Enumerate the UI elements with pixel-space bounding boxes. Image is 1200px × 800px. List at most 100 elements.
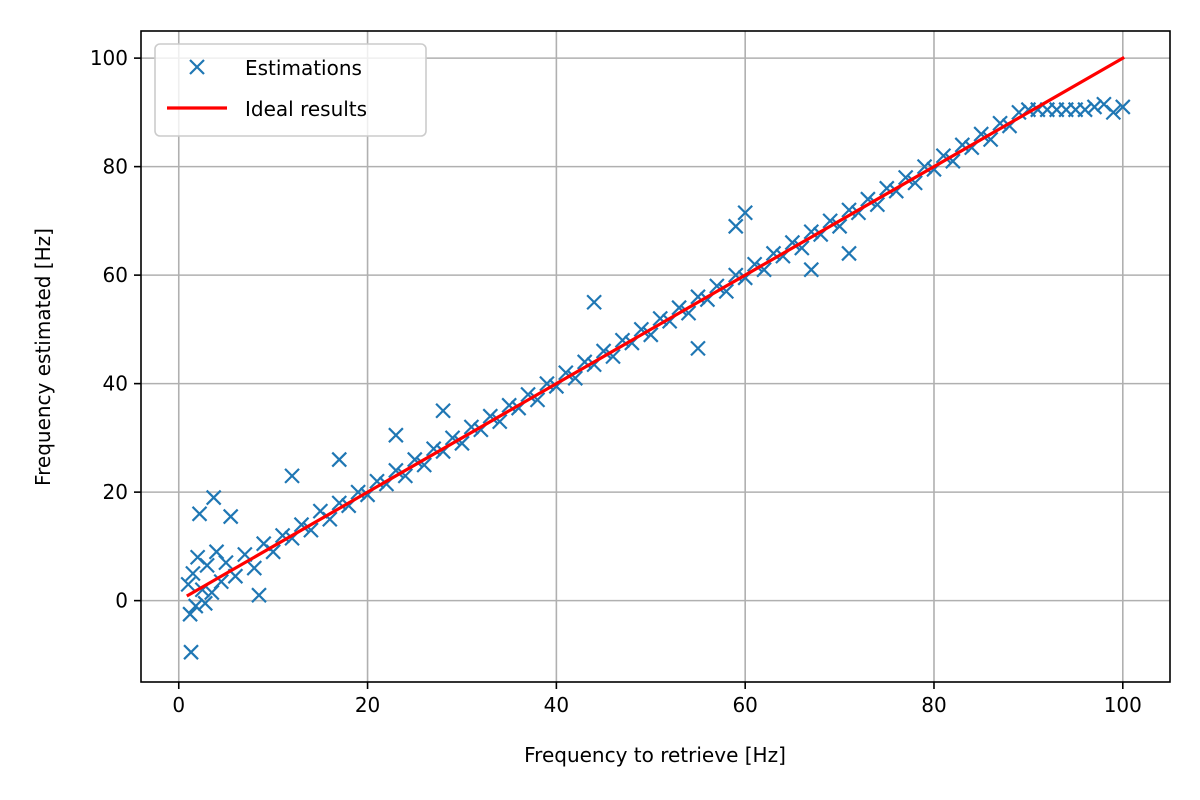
estimation-point bbox=[482, 408, 499, 424]
estimation-point bbox=[331, 451, 348, 468]
estimation-point bbox=[501, 397, 517, 414]
estimation-point bbox=[690, 340, 706, 357]
legend-label-estimations: Estimations bbox=[245, 56, 362, 80]
x-tick-label: 60 bbox=[732, 693, 757, 717]
y-tick-label: 20 bbox=[103, 480, 128, 504]
estimation-point bbox=[183, 644, 199, 660]
estimation-point bbox=[586, 294, 602, 311]
estimation-point bbox=[205, 489, 222, 506]
estimation-point bbox=[182, 606, 198, 622]
estimation-point bbox=[803, 223, 820, 240]
estimation-point bbox=[491, 413, 508, 430]
estimation-point bbox=[897, 169, 914, 186]
legend-box bbox=[154, 43, 427, 137]
estimation-point bbox=[191, 506, 208, 522]
legend-marker-estimations bbox=[189, 59, 205, 75]
plot-frame bbox=[140, 30, 1171, 683]
estimation-point bbox=[671, 299, 687, 316]
estimation-point bbox=[973, 126, 989, 142]
estimation-point bbox=[303, 522, 319, 538]
estimation-point bbox=[435, 402, 451, 419]
estimation-point bbox=[293, 516, 310, 533]
estimation-point bbox=[213, 573, 230, 590]
estimation-point bbox=[520, 386, 536, 403]
estimation-point bbox=[185, 565, 201, 582]
estimation-point bbox=[992, 115, 1008, 132]
estimation-point bbox=[803, 261, 820, 278]
estimation-point bbox=[246, 560, 263, 576]
estimation-point bbox=[954, 137, 971, 153]
legend: Estimations Ideal results bbox=[154, 43, 427, 137]
estimation-point bbox=[831, 218, 848, 235]
legend-x-marker bbox=[189, 59, 205, 75]
estimation-point bbox=[369, 473, 385, 490]
estimation-point bbox=[251, 587, 267, 603]
estimation-point bbox=[860, 191, 876, 207]
estimation-point bbox=[935, 147, 952, 164]
estimation-point bbox=[879, 180, 895, 197]
estimation-point bbox=[709, 278, 725, 294]
estimation-point bbox=[737, 204, 753, 221]
estimation-point bbox=[197, 595, 213, 612]
estimation-point bbox=[1115, 99, 1131, 115]
estimation-point bbox=[614, 332, 631, 349]
estimation-point bbox=[406, 451, 423, 468]
axis-ticks: 0 20 40 60 80 100 0 20 40 60 80 100 bbox=[90, 46, 1142, 717]
estimation-point bbox=[680, 305, 697, 321]
estimation-point bbox=[199, 557, 215, 574]
estimation-point bbox=[822, 213, 838, 229]
x-tick-label: 20 bbox=[355, 693, 380, 717]
y-tick-label: 60 bbox=[103, 263, 128, 287]
y-axis-label: Frequency estimated [Hz] bbox=[31, 228, 55, 486]
estimation-point bbox=[529, 392, 546, 408]
estimation-point bbox=[690, 289, 706, 305]
estimation-point bbox=[350, 484, 366, 500]
estimation-point bbox=[388, 462, 404, 479]
estimation-point bbox=[841, 245, 857, 262]
estimation-point bbox=[187, 598, 204, 614]
estimations-points bbox=[180, 96, 1131, 660]
x-tick-label: 0 bbox=[172, 693, 185, 717]
estimation-point bbox=[794, 240, 810, 256]
ideal-results-line bbox=[186, 55, 1125, 598]
estimation-point bbox=[218, 554, 234, 571]
estimation-point bbox=[916, 158, 933, 175]
estimation-point bbox=[784, 234, 801, 251]
ideal-results-line-group bbox=[186, 55, 1125, 598]
y-tick-label: 80 bbox=[103, 155, 128, 179]
estimation-point bbox=[539, 375, 555, 392]
x-axis-label: Frequency to retrieve [Hz] bbox=[524, 743, 786, 767]
estimation-point bbox=[841, 202, 857, 218]
x-tick-label: 40 bbox=[544, 693, 569, 717]
estimation-point bbox=[265, 544, 281, 560]
estimation-point bbox=[558, 364, 574, 381]
estimation-point bbox=[284, 468, 300, 484]
estimation-point bbox=[727, 218, 744, 235]
estimation-point bbox=[331, 495, 348, 511]
estimation-point bbox=[1086, 99, 1103, 115]
estimation-point bbox=[1011, 104, 1027, 121]
y-tick-label: 100 bbox=[90, 46, 128, 70]
legend-label-ideal-results: Ideal results bbox=[245, 97, 367, 121]
estimation-point bbox=[746, 256, 763, 273]
estimation-point bbox=[595, 343, 612, 359]
estimation-point bbox=[907, 175, 923, 191]
estimation-point bbox=[718, 283, 735, 300]
x-tick-label: 100 bbox=[1104, 693, 1142, 717]
estimation-point bbox=[576, 354, 593, 370]
estimation-point bbox=[397, 468, 414, 484]
estimation-point bbox=[388, 427, 404, 443]
y-tick-label: 40 bbox=[103, 372, 128, 396]
estimation-point bbox=[945, 153, 961, 169]
estimation-point bbox=[180, 576, 196, 593]
estimation-point bbox=[454, 435, 470, 452]
x-tick-label: 80 bbox=[921, 693, 946, 717]
estimation-point bbox=[222, 508, 239, 525]
estimation-point bbox=[1077, 101, 1093, 118]
estimation-point bbox=[322, 511, 338, 528]
estimation-point bbox=[727, 267, 744, 283]
estimation-point bbox=[416, 457, 432, 473]
estimation-point bbox=[444, 430, 461, 446]
estimation-point bbox=[425, 440, 442, 457]
